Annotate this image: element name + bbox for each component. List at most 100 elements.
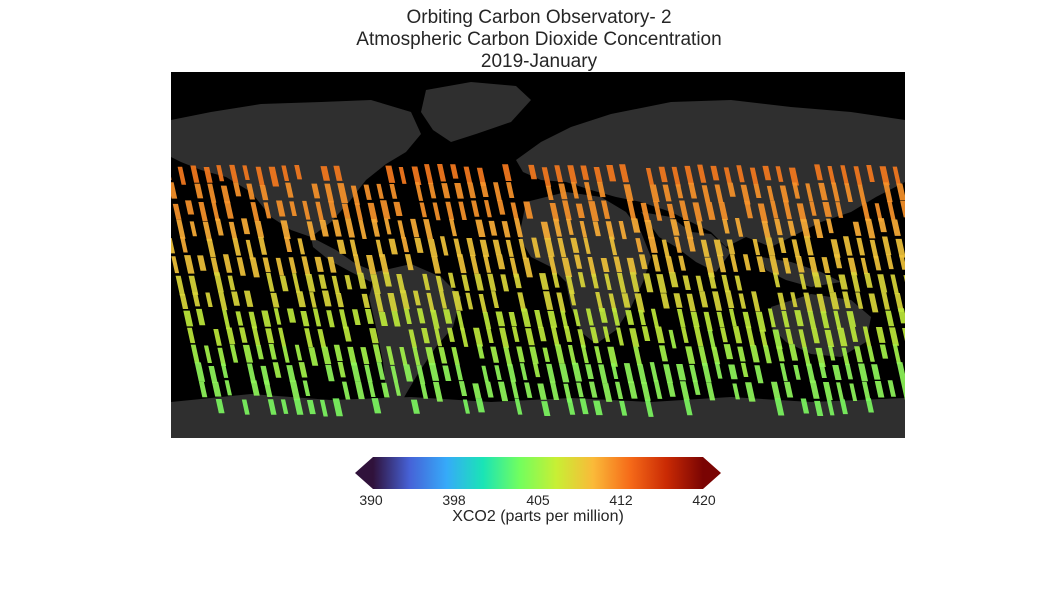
- xco2-swath-segment: [286, 308, 297, 323]
- xco2-swath-segment: [254, 220, 265, 238]
- xco2-swath-segment: [583, 182, 593, 201]
- xco2-swath-segment: [719, 327, 728, 343]
- xco2-swath-segment: [866, 165, 875, 183]
- colorbar-max-extend: [703, 457, 721, 489]
- xco2-swath-segment: [393, 201, 403, 216]
- xco2-swath-segment: [479, 182, 489, 198]
- colorbar-tick-1: 398: [442, 492, 466, 508]
- xco2-swath-segment: [558, 363, 570, 383]
- xco2-swath-segment: [661, 239, 670, 258]
- xco2-swath-segment: [704, 257, 715, 278]
- xco2-swath-segment: [593, 400, 603, 416]
- xco2-swath-segment: [335, 293, 344, 308]
- xco2-swath-segment: [640, 382, 651, 401]
- xco2-swath-segment: [589, 327, 599, 344]
- xco2-swath-segment: [835, 202, 844, 218]
- xco2-swath-segment: [500, 274, 510, 292]
- xco2-swath-segment: [441, 183, 451, 199]
- xco2-swath-segment: [297, 238, 306, 255]
- xco2-swath-segment: [238, 327, 248, 343]
- xco2-swath-segment: [371, 219, 381, 237]
- xco2-swath-segment: [861, 203, 871, 222]
- xco2-swath-segment: [519, 363, 528, 381]
- xco2-swath-segment: [332, 219, 342, 237]
- xco2-swath-segment: [654, 326, 665, 344]
- xco2-swath-segment: [229, 164, 239, 183]
- colorbar-min-extend: [355, 457, 373, 489]
- xco2-swath-segment: [580, 165, 590, 180]
- xco2-swath-segment: [263, 380, 273, 397]
- xco2-swath-segment: [767, 308, 776, 328]
- title-line-2: Atmospheric Carbon Dioxide Concentration: [356, 29, 722, 50]
- xco2-swath-segment: [538, 273, 550, 290]
- xco2-swath-segment: [317, 329, 327, 348]
- xco2-swath-segment: [321, 346, 332, 365]
- xco2-swath-segment: [606, 164, 617, 182]
- xco2-swath-segment: [856, 237, 866, 256]
- xco2-swath-segment: [687, 237, 696, 252]
- xco2-swath-segment: [514, 398, 523, 415]
- xco2-swath-segment: [635, 238, 643, 253]
- xco2-swath-segment: [275, 257, 285, 276]
- xco2-swath-segment: [732, 383, 740, 400]
- xco2-swath-segment: [172, 203, 182, 220]
- xco2-swath-segment: [460, 327, 469, 347]
- xco2-swath-segment: [902, 327, 905, 342]
- xco2-swath-segment: [897, 308, 905, 324]
- xco2-swath-segment: [772, 329, 783, 350]
- xco2-swath-segment: [516, 346, 525, 363]
- xco2-swath-segment: [565, 275, 575, 295]
- xco2-swath-segment: [497, 381, 509, 402]
- xco2-swath-segment: [458, 381, 468, 397]
- xco2-swath-segment: [707, 272, 717, 289]
- xco2-swath-segment: [648, 236, 658, 253]
- xco2-swath-segment: [522, 257, 533, 278]
- xco2-swath-segment: [618, 220, 627, 240]
- xco2-swath-segment: [615, 327, 625, 346]
- xco2-swath-segment: [414, 238, 424, 253]
- xco2-swath-segment: [463, 166, 473, 184]
- xco2-swath-segment: [566, 218, 574, 235]
- xco2-swath-segment: [576, 382, 584, 398]
- xco2-swath-segment: [228, 221, 238, 240]
- xco2-swath-segment: [602, 326, 611, 342]
- xco2-swath-segment: [382, 272, 392, 287]
- xco2-swath-segment: [658, 166, 668, 183]
- xco2-swath-segment: [220, 363, 229, 378]
- xco2-swath-segment: [211, 201, 220, 222]
- xco2-swath-segment: [451, 347, 460, 365]
- xco2-swath-segment: [289, 380, 301, 401]
- xco2-swath-segment: [545, 185, 554, 201]
- xco2-swath-segment: [873, 255, 882, 271]
- xco2-swath-segment: [668, 329, 677, 349]
- xco2-swath-segment: [800, 398, 810, 414]
- xco2-swath-segment: [799, 273, 807, 290]
- xco2-swath-segment: [360, 347, 370, 365]
- xco2-swath-segment: [285, 182, 294, 198]
- xco2-swath-segment: [728, 308, 737, 327]
- xco2-swath-segment: [791, 239, 801, 258]
- xco2-swath-segment: [728, 364, 738, 380]
- xco2-swath-segment: [262, 257, 271, 273]
- xco2-swath-segment: [706, 382, 716, 401]
- xco2-swath-segment: [716, 254, 727, 273]
- xco2-swath-segment: [781, 310, 790, 328]
- xco2-swath-segment: [676, 309, 686, 328]
- xco2-swath-segment: [198, 381, 208, 398]
- xco2-swath-segment: [410, 399, 420, 414]
- xco2-swath-segment: [255, 166, 265, 186]
- xco2-swath-segment: [432, 202, 441, 221]
- xco2-swath-segment: [250, 202, 260, 222]
- xco2-swath-segment: [772, 272, 781, 288]
- xco2-swath-segment: [862, 326, 872, 347]
- xco2-swath-segment: [326, 310, 335, 328]
- world-map: [171, 72, 905, 438]
- xco2-swath-segment: [416, 365, 426, 384]
- xco2-swath-segment: [363, 184, 372, 200]
- xco2-swath-segment: [570, 237, 580, 253]
- xco2-swath-segment: [839, 399, 848, 415]
- xco2-swath-segment: [482, 311, 492, 329]
- xco2-swath-segment: [684, 165, 694, 185]
- xco2-swath-segment: [511, 326, 520, 342]
- xco2-swath-segment: [788, 167, 800, 186]
